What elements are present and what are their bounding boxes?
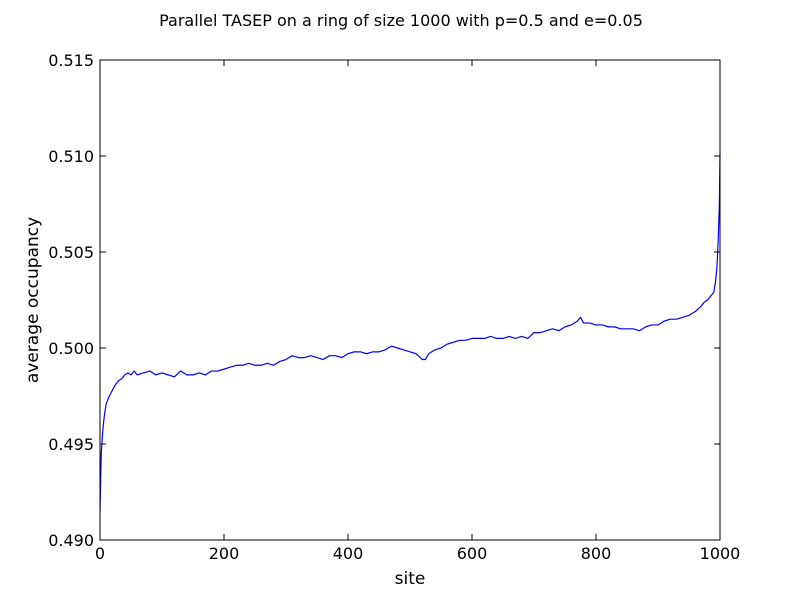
series-line-0 bbox=[99, 154, 721, 512]
y-tick-label: 0.500 bbox=[48, 339, 94, 358]
x-tick-label: 200 bbox=[209, 544, 240, 563]
chart-title: Parallel TASEP on a ring of size 1000 wi… bbox=[159, 11, 643, 30]
y-tick-label: 0.505 bbox=[48, 243, 94, 262]
x-axis-label: site bbox=[395, 569, 426, 589]
x-tick-label: 400 bbox=[333, 544, 364, 563]
y-axis-label: average occupancy bbox=[23, 217, 43, 383]
y-tick-label: 0.490 bbox=[48, 531, 94, 550]
x-tick-label: 0 bbox=[95, 544, 105, 563]
plot-frame bbox=[99, 59, 721, 541]
x-tick-label: 600 bbox=[457, 544, 488, 563]
x-tick-label: 1000 bbox=[700, 544, 741, 563]
x-tick-label: 800 bbox=[581, 544, 612, 563]
y-tick-label: 0.515 bbox=[48, 51, 94, 70]
series-group bbox=[99, 154, 721, 512]
plot-area bbox=[100, 60, 720, 540]
y-tick-label: 0.510 bbox=[48, 147, 94, 166]
axis-ticks: 0 200 400 600 800 1000 0.490 0.495 0.500 0.505 0.5… bbox=[48, 51, 740, 563]
y-tick-label: 0.495 bbox=[48, 435, 94, 454]
